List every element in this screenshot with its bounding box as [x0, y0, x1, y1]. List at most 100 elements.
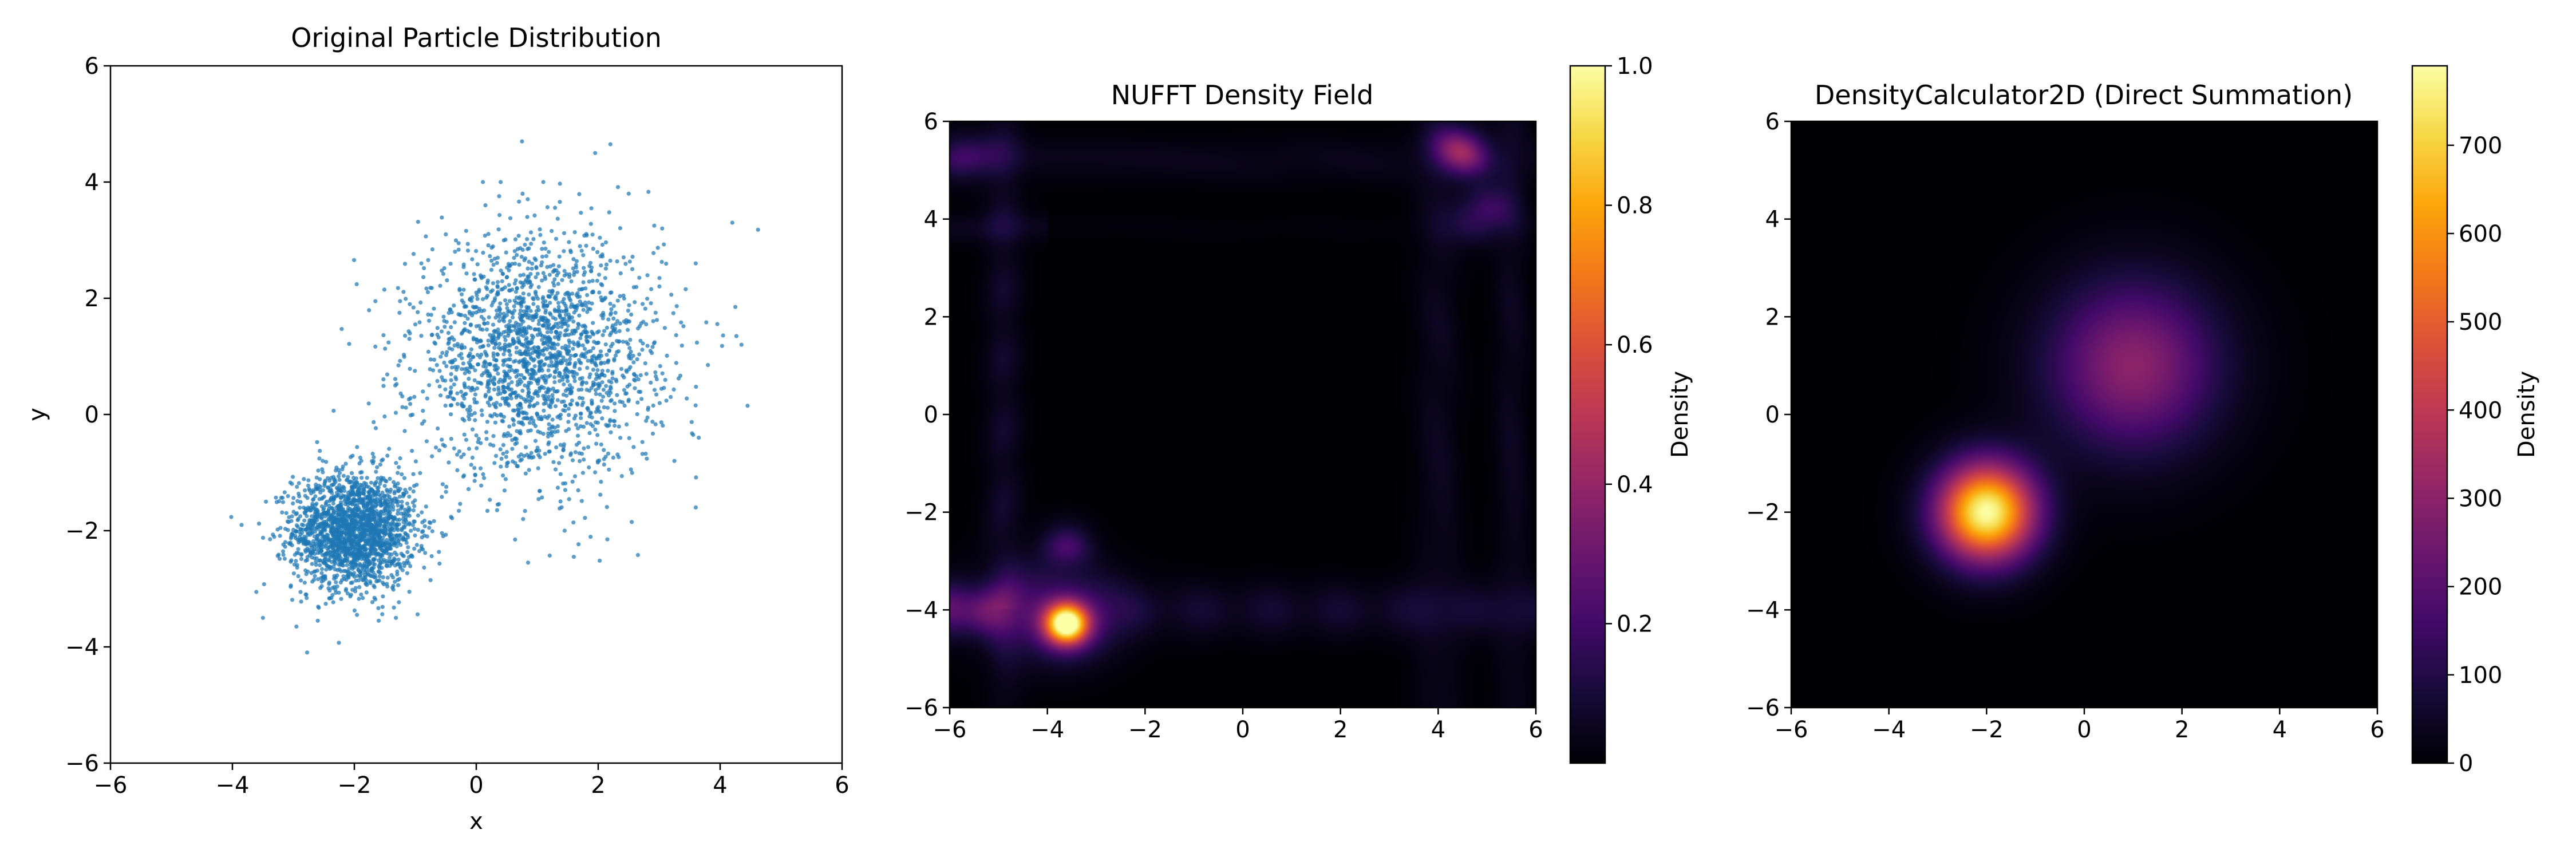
scatter-point — [477, 287, 481, 292]
scatter-point — [474, 248, 479, 254]
scatter-point — [338, 542, 343, 547]
scatter-point — [368, 508, 373, 512]
scatter-point — [500, 418, 504, 423]
scatter-point — [429, 554, 434, 559]
scatter-point — [685, 396, 689, 401]
scatter-point — [464, 271, 469, 276]
scatter-point — [568, 353, 573, 358]
scatter-point — [347, 526, 351, 530]
scatter-point — [479, 483, 484, 488]
scatter-point — [389, 546, 393, 551]
nufft-x-tick-label: −6 — [933, 717, 967, 743]
scatter-point — [605, 537, 610, 542]
scatter-point — [319, 576, 323, 580]
scatter-point — [555, 333, 560, 338]
scatter-point — [521, 319, 526, 324]
scatter-point — [370, 600, 375, 605]
scatter-point — [299, 556, 304, 562]
scatter-point — [445, 278, 449, 283]
scatter-point — [473, 418, 477, 422]
scatter-point — [548, 294, 552, 299]
scatter-point — [584, 351, 588, 356]
scatter-point — [664, 262, 669, 266]
scatter-point — [617, 329, 622, 333]
scatter-point — [566, 379, 570, 384]
scatter-point — [552, 277, 557, 282]
direct-x-axis: −6 −4 −2 0 2 4 6 — [1775, 708, 2385, 743]
scatter-point — [463, 321, 467, 325]
scatter-point — [470, 257, 475, 262]
scatter-point — [421, 529, 425, 534]
scatter-point — [495, 352, 500, 357]
scatter-point — [404, 540, 409, 545]
scatter-point — [484, 430, 489, 435]
scatter-point — [311, 497, 315, 502]
scatter-point — [660, 371, 665, 376]
scatter-point — [344, 587, 349, 591]
scatter-point — [403, 531, 408, 536]
scatter-point — [527, 380, 531, 385]
scatter-point — [515, 331, 520, 336]
scatter-point — [362, 567, 366, 572]
scatter-point — [584, 421, 589, 425]
scatter-point — [437, 369, 442, 373]
scatter-point — [467, 377, 471, 381]
scatter-point — [424, 234, 428, 239]
scatter-point — [557, 461, 562, 465]
scatter-point — [583, 516, 587, 520]
scatter-point — [449, 412, 453, 417]
scatter-point — [314, 501, 319, 506]
scatter-point — [440, 215, 444, 220]
scatter-point — [575, 270, 579, 274]
scatter-point — [602, 405, 606, 410]
scatter-point — [421, 275, 426, 279]
scatter-point — [502, 369, 507, 374]
scatter-point — [400, 568, 405, 572]
scatter-point — [560, 345, 564, 350]
scatter-point — [374, 509, 379, 514]
scatter-point — [651, 341, 657, 346]
scatter-point — [579, 412, 583, 416]
scatter-point — [546, 323, 550, 328]
scatter-point — [464, 392, 468, 396]
scatter-point — [368, 579, 373, 584]
scatter-point — [462, 473, 467, 478]
scatter-point — [486, 232, 491, 236]
scatter-point — [314, 563, 318, 567]
scatter-point — [320, 567, 325, 571]
scatter-point — [596, 329, 601, 334]
scatter-point — [610, 370, 615, 374]
scatter-point — [509, 329, 513, 333]
scatter-point — [563, 488, 568, 492]
scatter-point — [485, 321, 490, 326]
scatter-point — [315, 533, 319, 538]
scatter-point — [393, 377, 398, 381]
scatter-point — [567, 275, 572, 279]
scatter-point — [328, 564, 333, 569]
scatter-point — [318, 563, 322, 567]
scatter-point — [501, 238, 506, 243]
nufft-x-tick-label: −4 — [1030, 717, 1064, 743]
scatter-point — [621, 255, 626, 260]
scatter-point — [362, 528, 366, 533]
scatter-point — [574, 329, 578, 334]
scatter-point — [548, 373, 552, 378]
scatter-point — [472, 400, 477, 405]
scatter-point — [715, 322, 720, 326]
scatter-point — [630, 471, 634, 475]
scatter-point — [511, 408, 516, 413]
scatter-point — [512, 281, 517, 286]
nufft-x-axis: −6 −4 −2 0 2 4 6 — [933, 708, 1543, 743]
scatter-point — [694, 340, 700, 345]
scatter-point — [600, 252, 605, 257]
scatter-point — [424, 286, 429, 291]
scatter-point — [316, 577, 321, 582]
scatter-point — [530, 350, 535, 356]
scatter-point — [503, 338, 508, 342]
scatter-point — [601, 388, 606, 392]
direct-x-tick-label: −6 — [1775, 717, 1808, 743]
scatter-point — [546, 368, 551, 373]
scatter-point — [475, 293, 479, 298]
scatter-point — [397, 533, 402, 538]
scatter-point — [523, 509, 527, 514]
